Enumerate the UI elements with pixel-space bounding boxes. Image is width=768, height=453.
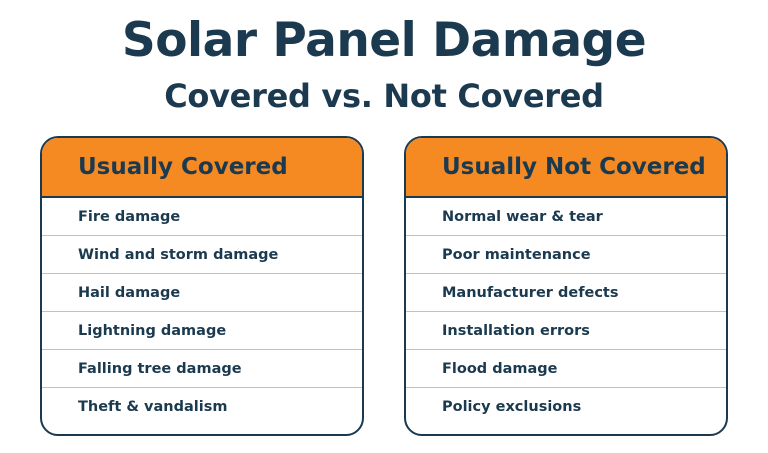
covered-item-hail: Hail damage (42, 274, 362, 312)
not-covered-card-heading: Usually Not Covered (406, 138, 726, 198)
not-covered-card: Usually Not Covered Normal wear & tear P… (404, 136, 728, 436)
covered-item-wind-storm: Wind and storm damage (42, 236, 362, 274)
not-covered-item-flood: Flood damage (406, 350, 726, 388)
covered-item-lightning: Lightning damage (42, 312, 362, 350)
covered-item-fire: Fire damage (42, 198, 362, 236)
not-covered-item-manufacturer-defects: Manufacturer defects (406, 274, 726, 312)
not-covered-item-wear-tear: Normal wear & tear (406, 198, 726, 236)
not-covered-list: Normal wear & tear Poor maintenance Manu… (406, 198, 726, 426)
not-covered-item-poor-maintenance: Poor maintenance (406, 236, 726, 274)
covered-card: Usually Covered Fire damage Wind and sto… (40, 136, 364, 436)
covered-list: Fire damage Wind and storm damage Hail d… (42, 198, 362, 426)
covered-card-heading: Usually Covered (42, 138, 362, 198)
page-subtitle: Covered vs. Not Covered (164, 77, 604, 115)
not-covered-item-installation-errors: Installation errors (406, 312, 726, 350)
covered-item-falling-tree: Falling tree damage (42, 350, 362, 388)
covered-item-theft-vandalism: Theft & vandalism (78, 399, 228, 415)
not-covered-item-policy-exclusions: Policy exclusions (442, 399, 582, 415)
page-title: Solar Panel Damage (121, 13, 647, 68)
